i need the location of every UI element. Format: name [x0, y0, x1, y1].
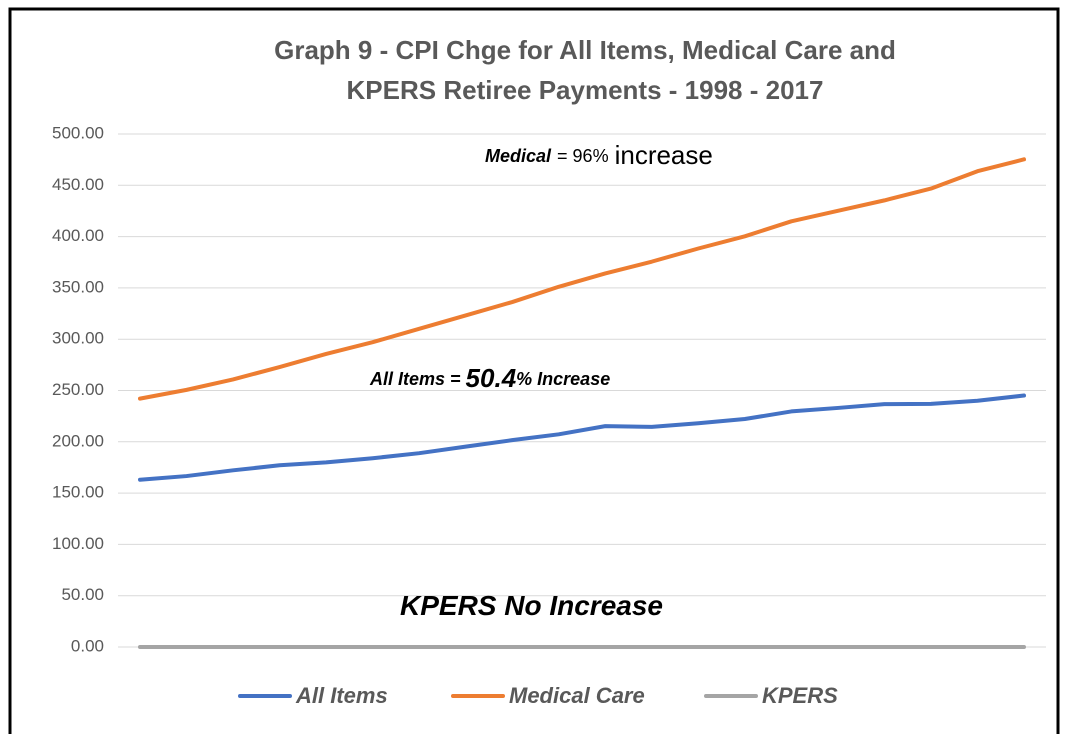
y-tick-label: 100.00: [52, 534, 104, 553]
line-series: [138, 393, 1026, 482]
y-tick-label: 400.00: [52, 226, 104, 245]
annotation-part: Medical: [485, 146, 552, 166]
y-tick-label: 500.00: [52, 123, 104, 142]
legend-label: All Items: [295, 683, 388, 708]
chart-title: Graph 9 - CPI Chge for All Items, Medica…: [274, 35, 896, 65]
chart-title: KPERS Retiree Payments - 1998 - 2017: [347, 75, 824, 105]
frame: [8, 7, 1060, 734]
y-tick-label: 0.00: [71, 636, 104, 655]
y-tick-label: 450.00: [52, 175, 104, 194]
y-tick-label: 350.00: [52, 277, 104, 296]
annotation: All Items = 50.4% Increase: [369, 363, 610, 393]
annotation-part: KPERS No Increase: [400, 590, 663, 621]
y-tick-label: 50.00: [61, 585, 104, 604]
annotation-part: % Increase: [516, 369, 610, 389]
y-tick-label: 250.00: [52, 380, 104, 399]
annotation-part: 50.4: [466, 363, 517, 393]
y-tick-label: 150.00: [52, 483, 104, 502]
legend-label: Medical Care: [509, 683, 645, 708]
annotation: KPERS No Increase: [400, 590, 663, 621]
line-series: [138, 157, 1026, 401]
annotation-part: All Items =: [369, 369, 461, 389]
legend-label: KPERS: [762, 683, 838, 708]
annotation: Medical = 96% increase: [485, 140, 713, 170]
y-tick-label: 300.00: [52, 329, 104, 348]
annotation-part: increase: [615, 140, 713, 170]
annotation-part: = 96%: [557, 146, 609, 166]
y-tick-label: 200.00: [52, 431, 104, 450]
